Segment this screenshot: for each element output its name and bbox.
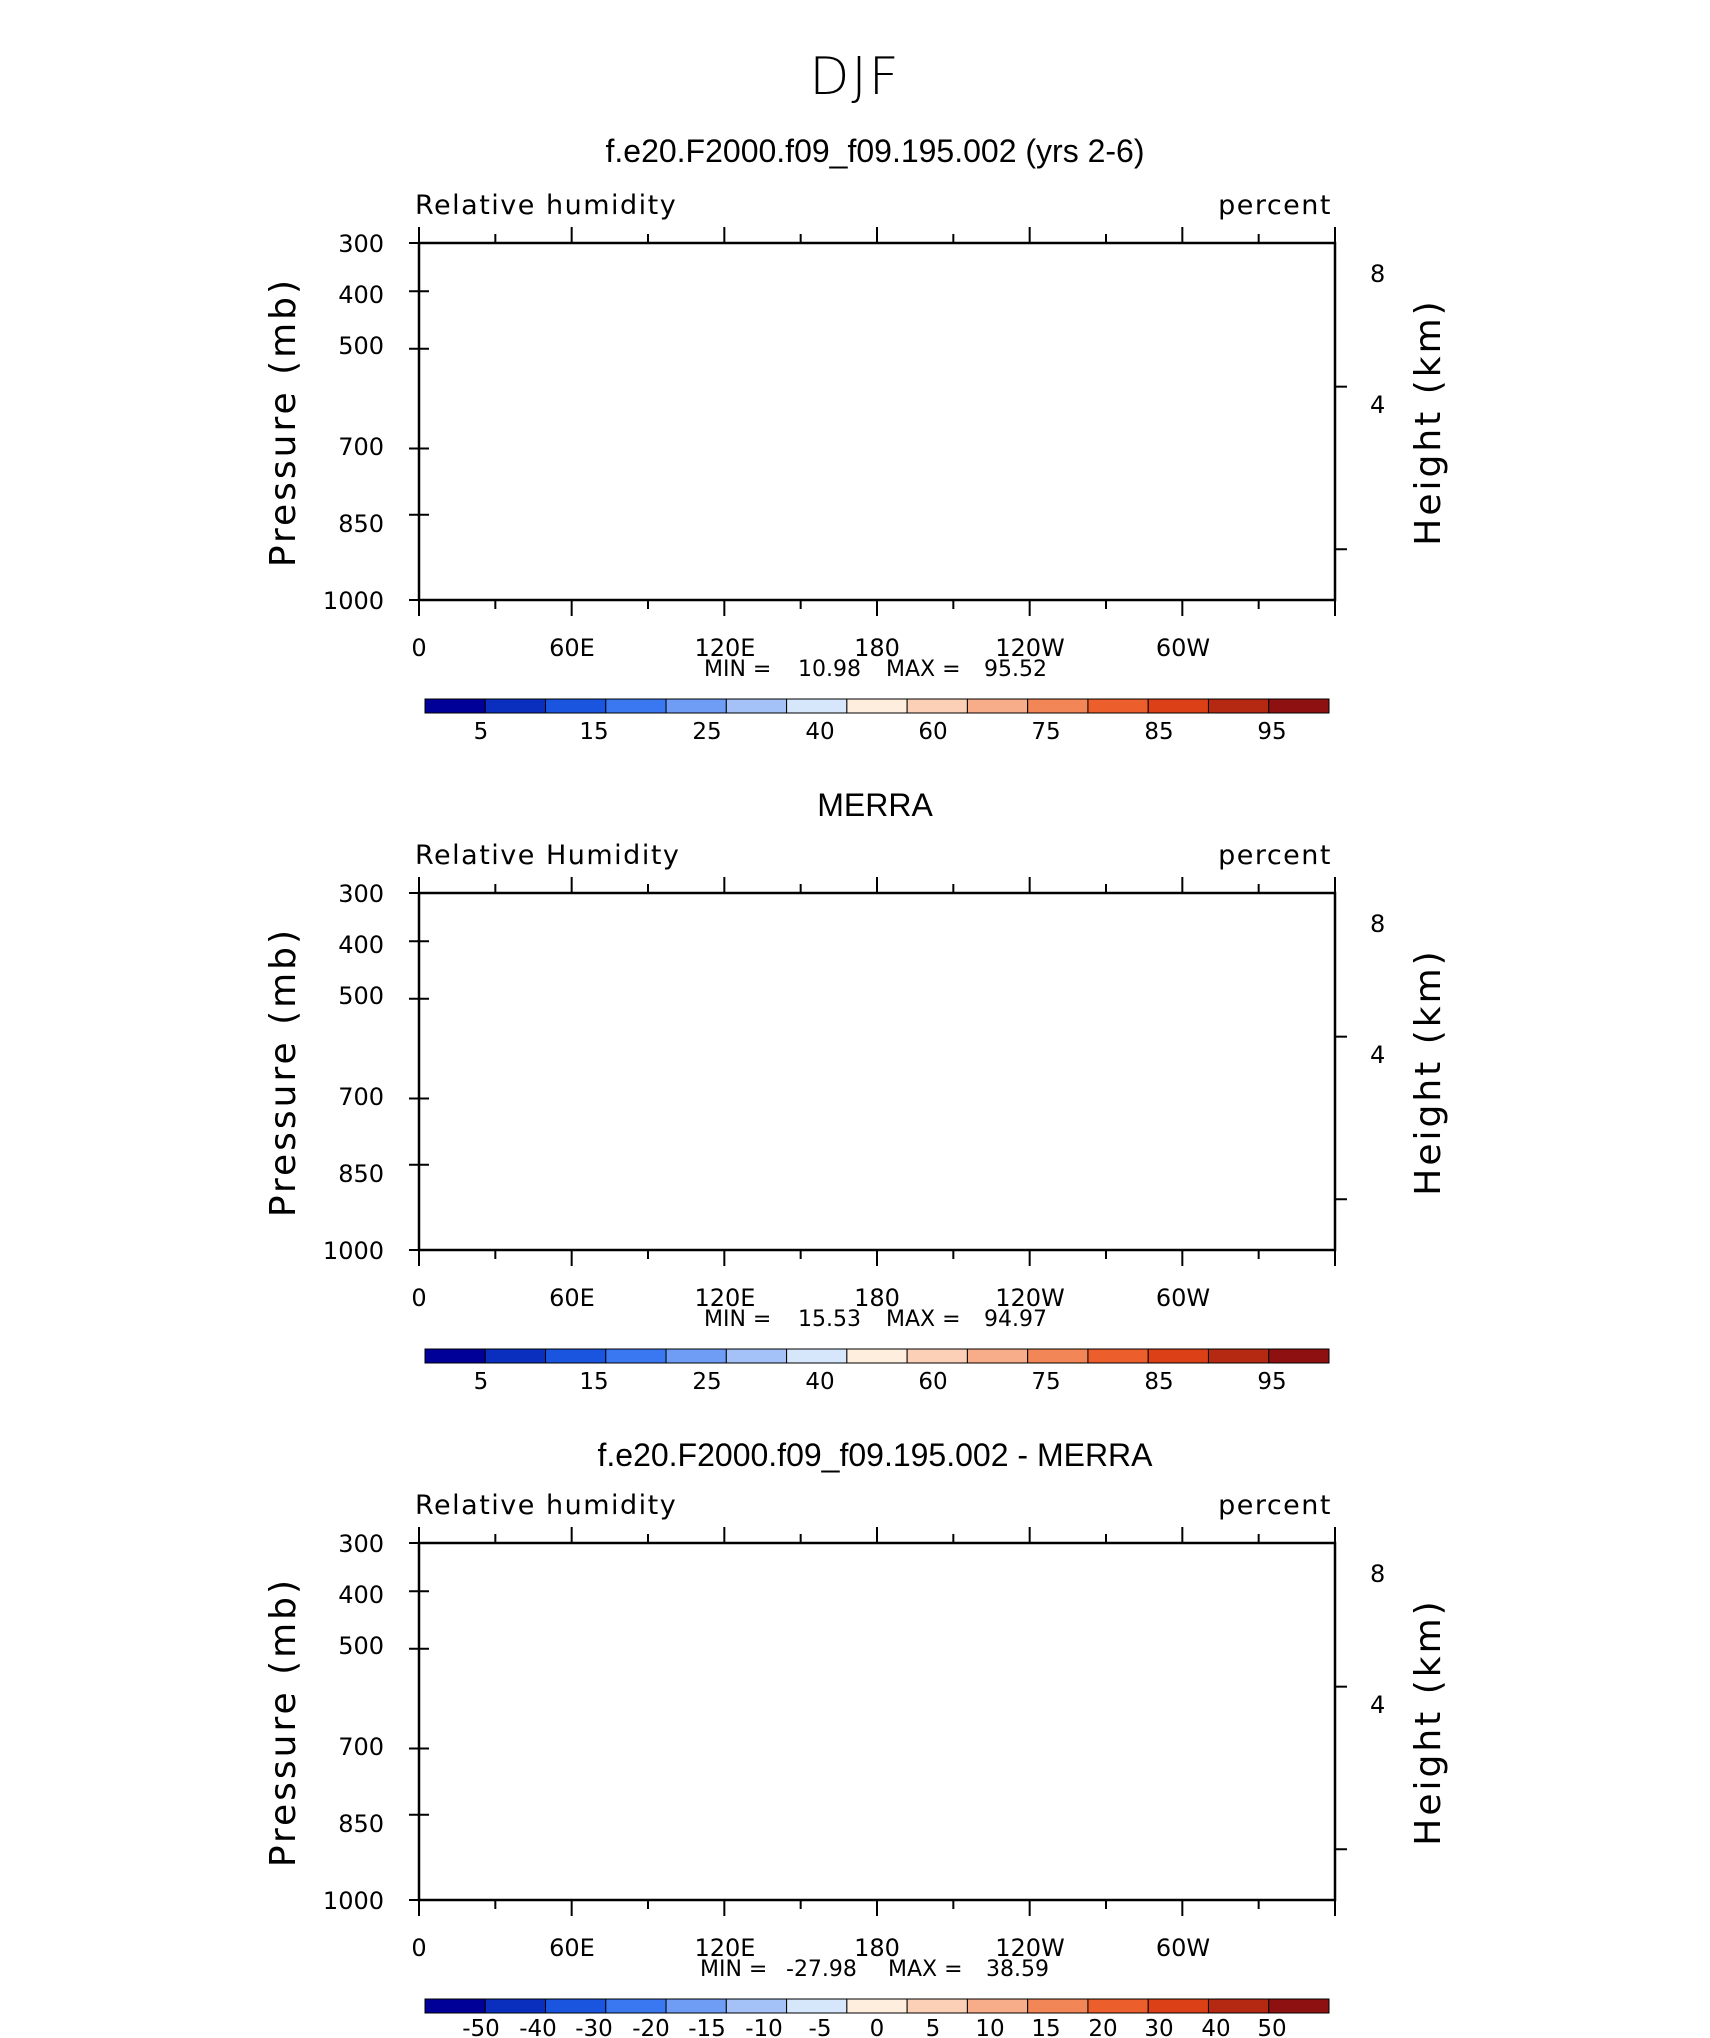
- x-tick-label: 60W: [1156, 634, 1210, 662]
- colorbar-labels: 5 15 25 40 60 75 85 95: [474, 719, 1287, 745]
- y-tick-label: 700: [338, 433, 384, 461]
- colorbar-swatch: [906, 698, 968, 714]
- max-value: 95.52: [984, 657, 1047, 682]
- x-tick-label: 120E: [695, 634, 756, 662]
- units-label: percent: [1218, 840, 1332, 871]
- contour-plot: [409, 877, 1347, 1266]
- y-tick-label-right: 4: [1370, 391, 1385, 419]
- colorbar-label: 40: [805, 719, 834, 745]
- panel-2: MERRA Relative Humidity percent Pressure…: [263, 787, 1449, 1395]
- colorbar-swatch: [1147, 698, 1209, 714]
- colorbar-label: 60: [918, 719, 947, 745]
- colorbar-label: 95: [1257, 719, 1286, 745]
- y-axis-label-right: Height (km): [1408, 298, 1449, 545]
- colorbar-swatch: [484, 698, 547, 714]
- colorbar-label: 75: [1031, 719, 1060, 745]
- colorbar-swatch: [605, 698, 667, 714]
- colorbar: [424, 698, 1330, 714]
- plot-frame: [417, 241, 1337, 602]
- colorbar-swatch: [1207, 698, 1270, 714]
- y-axis-label-left: Pressure (mb): [263, 927, 304, 1217]
- colorbar-swatch: [1027, 698, 1089, 714]
- min-value: 10.98: [798, 657, 861, 682]
- field-label: Relative Humidity: [415, 840, 680, 871]
- units-label: percent: [1218, 190, 1332, 221]
- y-tick-labels-right: 8 4: [1370, 260, 1385, 419]
- colorbar-swatch: [665, 698, 727, 714]
- colorbar-swatch: [424, 698, 486, 714]
- contour-plot: [409, 227, 1347, 616]
- min-label: MIN =: [704, 657, 771, 682]
- x-tick-labels: 0 60E 120E 180 120W 60W: [411, 634, 1210, 662]
- y-tick-label: 300: [338, 230, 384, 258]
- figure-title: DJF: [809, 47, 900, 107]
- y-axis-label-left: Pressure (mb): [263, 277, 304, 567]
- x-tick-label: 60E: [549, 634, 595, 662]
- min-max-readout: MIN = 10.98 MAX = 95.52: [704, 657, 1047, 682]
- colorbar-label: 15: [579, 719, 608, 745]
- colorbar-swatch: [786, 698, 848, 714]
- colorbar-swatch: [966, 698, 1029, 714]
- panel-title: MERRA: [817, 787, 933, 823]
- y-tick-label: 500: [338, 332, 384, 360]
- panel-title: f.e20.F2000.f09_f09.195.002 (yrs 2-6): [605, 133, 1144, 169]
- x-tick-label: 120W: [995, 634, 1065, 662]
- x-tick-label: 180: [854, 634, 900, 662]
- colorbar-label: 85: [1144, 719, 1173, 745]
- max-label: MAX =: [886, 657, 961, 682]
- y-tick-label: 1000: [323, 587, 384, 615]
- colorbar-swatch: [1087, 698, 1149, 714]
- colorbar-label: 25: [692, 719, 721, 745]
- y-tick-label-right: 8: [1370, 260, 1385, 288]
- colorbar-swatch: [1268, 698, 1330, 714]
- colorbar-swatch: [545, 698, 607, 714]
- colorbar-swatch: [846, 698, 908, 714]
- field-label: Relative humidity: [415, 190, 677, 221]
- y-tick-labels-left: 300 400 500 700 850 1000: [323, 230, 384, 615]
- colorbar-label: 5: [474, 719, 489, 745]
- panel-1: f.e20.F2000.f09_f09.195.002 (yrs 2-6) Re…: [263, 133, 1449, 745]
- colorbar-swatch: [725, 698, 788, 714]
- x-tick-label: 0: [411, 634, 426, 662]
- y-tick-label: 400: [338, 281, 384, 309]
- y-tick-label: 850: [338, 510, 384, 538]
- y-axis-label-right: Height (km): [1408, 948, 1449, 1195]
